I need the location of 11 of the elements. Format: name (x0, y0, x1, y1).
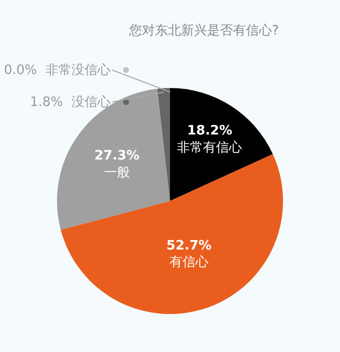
data-label: 27.3% (94, 148, 140, 164)
pie-slice (157, 88, 170, 201)
data-label: 18.2% (187, 123, 232, 138)
legend-label: 0.0% 非常没信心 (4, 62, 110, 78)
slice-label: 有信心 (169, 254, 208, 270)
legend-label: 1.8% 没信心 (30, 94, 110, 110)
slice-label: 非常有信心 (177, 139, 242, 156)
chart-title: 您对东北新兴是否有信心? (128, 22, 279, 39)
slice-label: 一般 (104, 166, 130, 181)
data-label: 52.7% (166, 238, 212, 254)
pie-slice (170, 88, 273, 201)
